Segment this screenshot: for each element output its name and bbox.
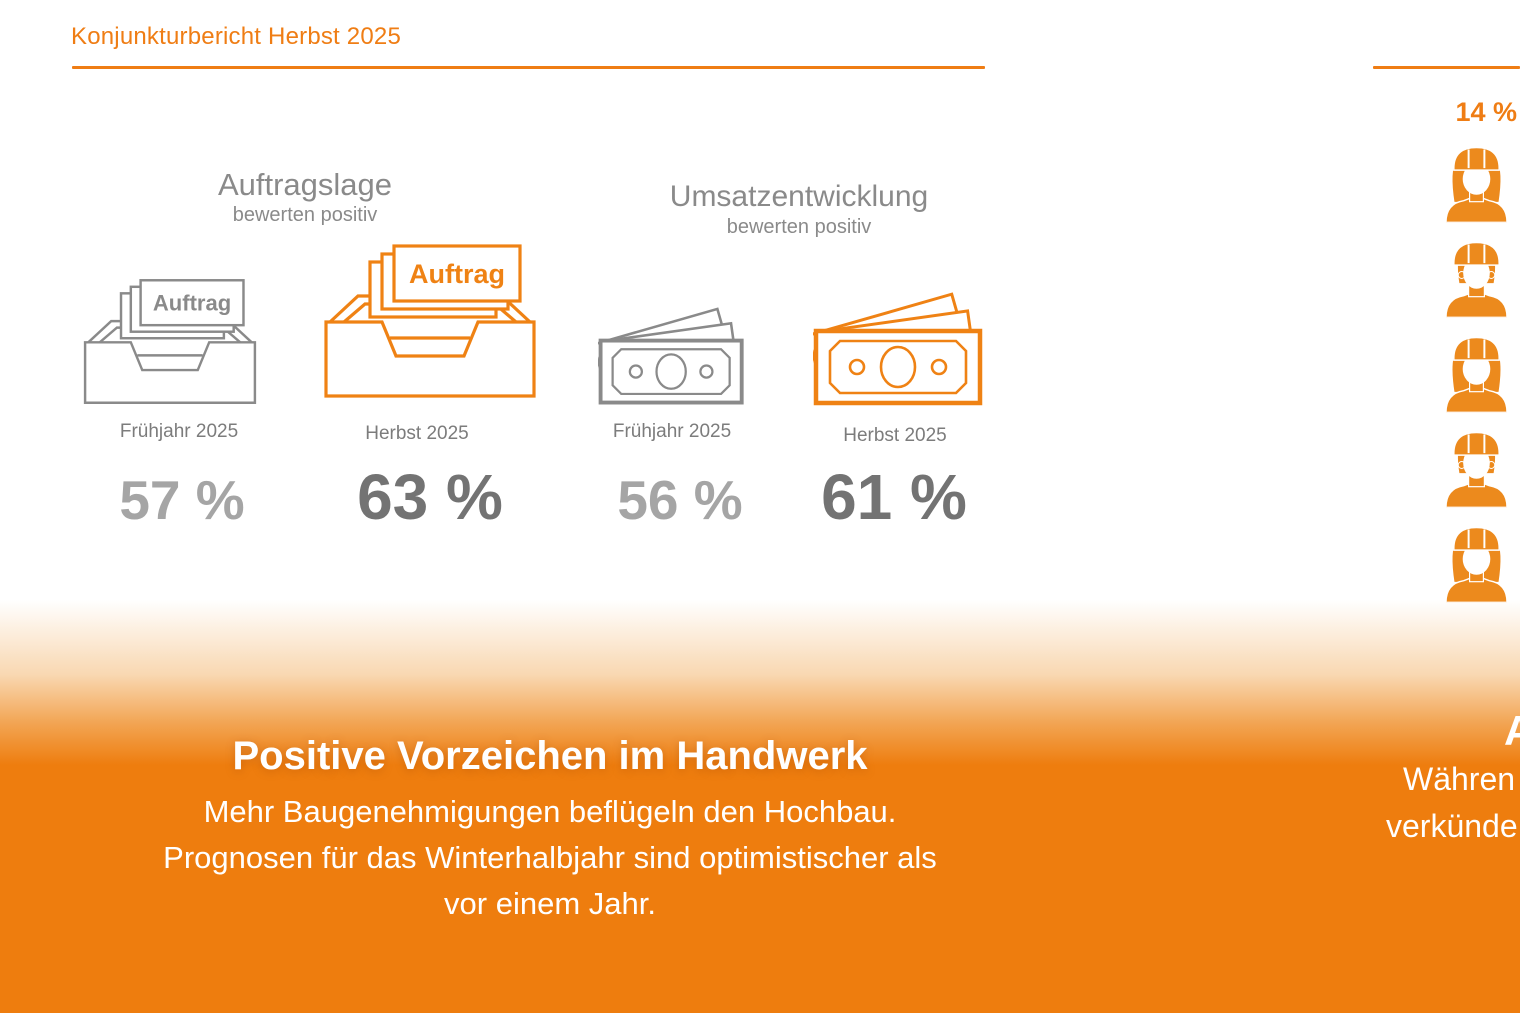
banner-line: Mehr Baugenehmigungen beflügeln den Hoch… bbox=[203, 794, 897, 829]
section-auftragslage-header: Auftragslage bewerten positiv bbox=[145, 168, 465, 228]
construction-worker-icon bbox=[1442, 422, 1511, 508]
side-banner-line: verkünde bbox=[1386, 808, 1518, 844]
banknote-icon-herbst bbox=[813, 284, 985, 408]
side-banner-line: Währen bbox=[1403, 761, 1516, 797]
banner-heading: Positive Vorzeichen im Handwerk bbox=[232, 734, 868, 778]
category-label: Herbst 2025 bbox=[843, 425, 947, 446]
value-auftragslage-herbst: 63 % bbox=[357, 461, 503, 533]
banknote-icon-fruehjahr bbox=[598, 300, 746, 407]
gradient-band bbox=[0, 600, 1520, 1013]
value-auftragslage-fruehjahr: 57 % bbox=[119, 469, 245, 531]
category-label: Herbst 2025 bbox=[365, 423, 469, 444]
section-umsatzentwicklung-header: Umsatzentwicklung bewerten positiv bbox=[639, 180, 959, 240]
banner-text-block: Positive Vorzeichen im Handwerk Mehr Bau… bbox=[55, 733, 1045, 927]
construction-worker-icon bbox=[1442, 137, 1511, 223]
construction-worker-icon bbox=[1442, 327, 1511, 413]
value-umsatz-fruehjahr: 56 % bbox=[617, 469, 743, 531]
banner-line: Prognosen für das Winterhalbjahr sind op… bbox=[163, 840, 937, 875]
construction-worker-icon bbox=[1442, 232, 1511, 318]
category-label: Frühjahr 2025 bbox=[612, 421, 732, 442]
value-umsatz-herbst: 61 % bbox=[821, 461, 967, 533]
side-banner-heading-fragment: A bbox=[1504, 707, 1520, 754]
category-label: Frühjahr 2025 bbox=[119, 421, 239, 442]
page-title: Konjunkturbericht Herbst 2025 bbox=[71, 23, 401, 50]
inbox-tray-icon-herbst bbox=[320, 242, 540, 400]
title-underline bbox=[72, 66, 985, 69]
side-underline bbox=[1373, 66, 1520, 69]
section-title: Umsatzentwicklung bbox=[669, 180, 929, 213]
section-title: Auftragslage bbox=[217, 167, 393, 202]
inbox-tray-icon-fruehjahr bbox=[80, 277, 260, 406]
section-subtitle: bewerten positiv bbox=[726, 216, 872, 238]
section-subtitle: bewerten positiv bbox=[232, 204, 378, 226]
construction-worker-icon bbox=[1442, 517, 1511, 603]
value-side-column: 14 % bbox=[1455, 97, 1517, 127]
banner-line: vor einem Jahr. bbox=[444, 886, 656, 921]
